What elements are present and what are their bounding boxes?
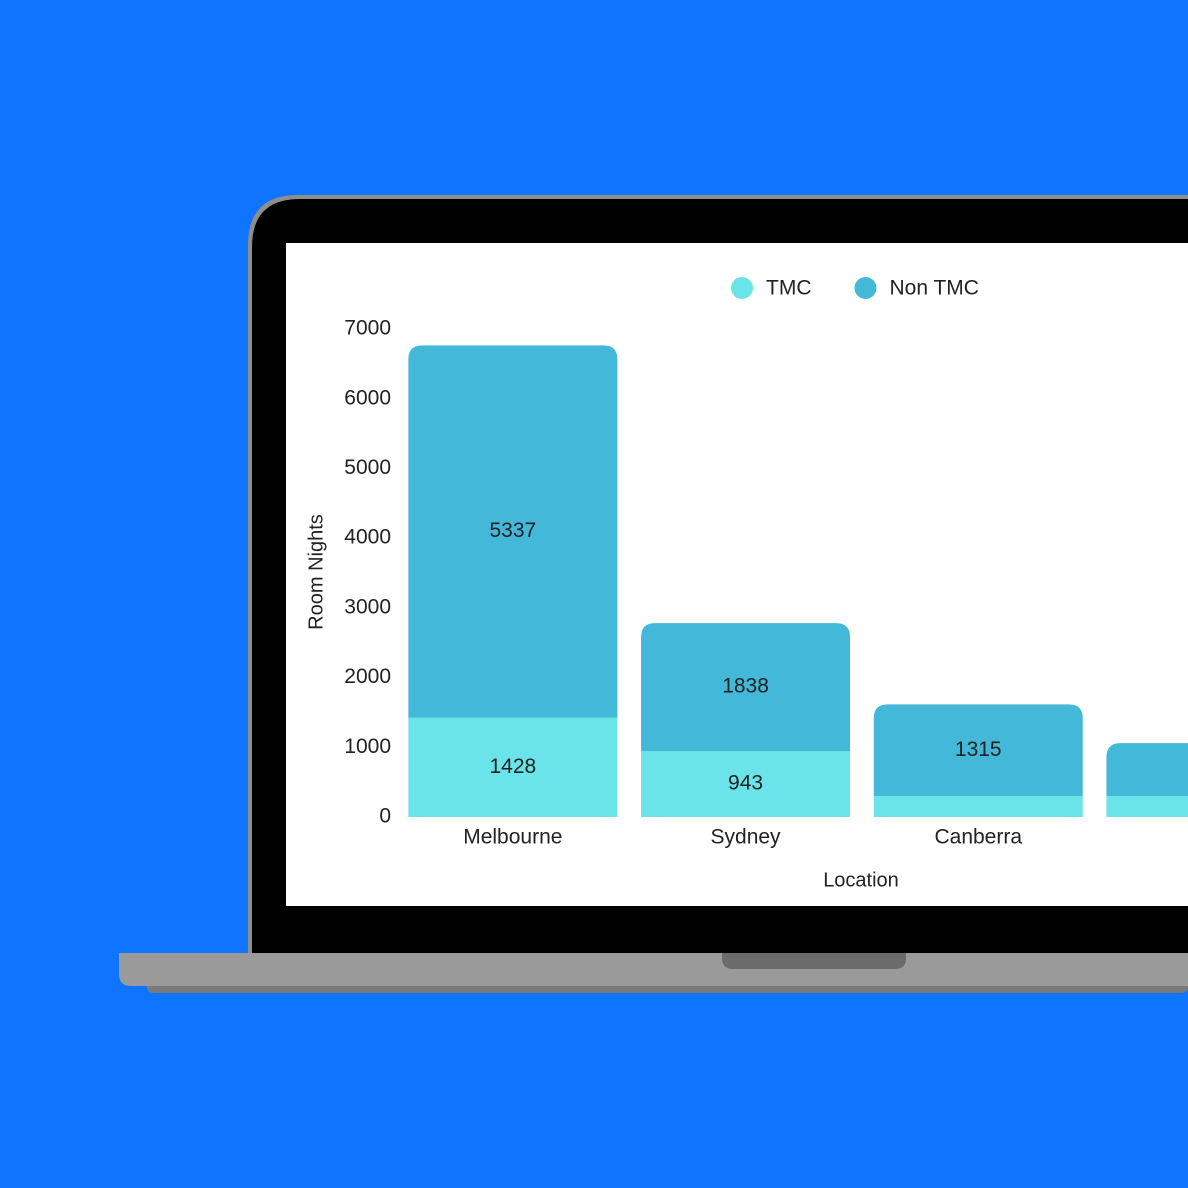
legend-marker — [731, 277, 753, 299]
y-tick-label: 3000 — [344, 595, 391, 618]
bar-segment — [1106, 743, 1188, 797]
y-tick-label: 2000 — [344, 665, 391, 688]
data-label: 1838 — [722, 675, 769, 698]
data-label: 1315 — [955, 738, 1002, 761]
data-label: 5337 — [489, 519, 536, 542]
data-label: 1428 — [489, 755, 536, 778]
bar-segment — [408, 345, 618, 718]
y-tick-label: 7000 — [344, 317, 391, 340]
legend-marker — [854, 277, 877, 299]
laptop-notch — [722, 953, 906, 969]
laptop-base — [119, 953, 1188, 986]
bar-segment — [641, 751, 851, 817]
legend-label: TMC — [766, 277, 812, 300]
y-tick-label: 1000 — [344, 735, 391, 758]
x-tick-label: Sydney — [711, 826, 782, 849]
y-tick-label: 5000 — [344, 456, 391, 479]
bar-segment — [641, 623, 851, 752]
data-label: 943 — [728, 772, 763, 795]
bar-segment — [408, 717, 618, 817]
legend-label: Non TMC — [890, 277, 979, 300]
y-axis-title: Room Nights — [305, 514, 327, 630]
bar-segment — [873, 704, 1083, 797]
bar-segment — [1106, 796, 1188, 817]
y-tick-label: 4000 — [344, 526, 391, 549]
x-tick-label: Melbourne — [463, 826, 562, 849]
chart: Room Nights Location 0 1000 2000 3000 4000 50… — [305, 277, 1188, 891]
y-tick-label: 0 — [379, 805, 391, 828]
x-axis-title: Location — [823, 869, 899, 891]
bar-segment — [873, 796, 1083, 817]
y-tick-label: 6000 — [344, 386, 391, 409]
x-tick-label: Canberra — [934, 826, 1022, 849]
